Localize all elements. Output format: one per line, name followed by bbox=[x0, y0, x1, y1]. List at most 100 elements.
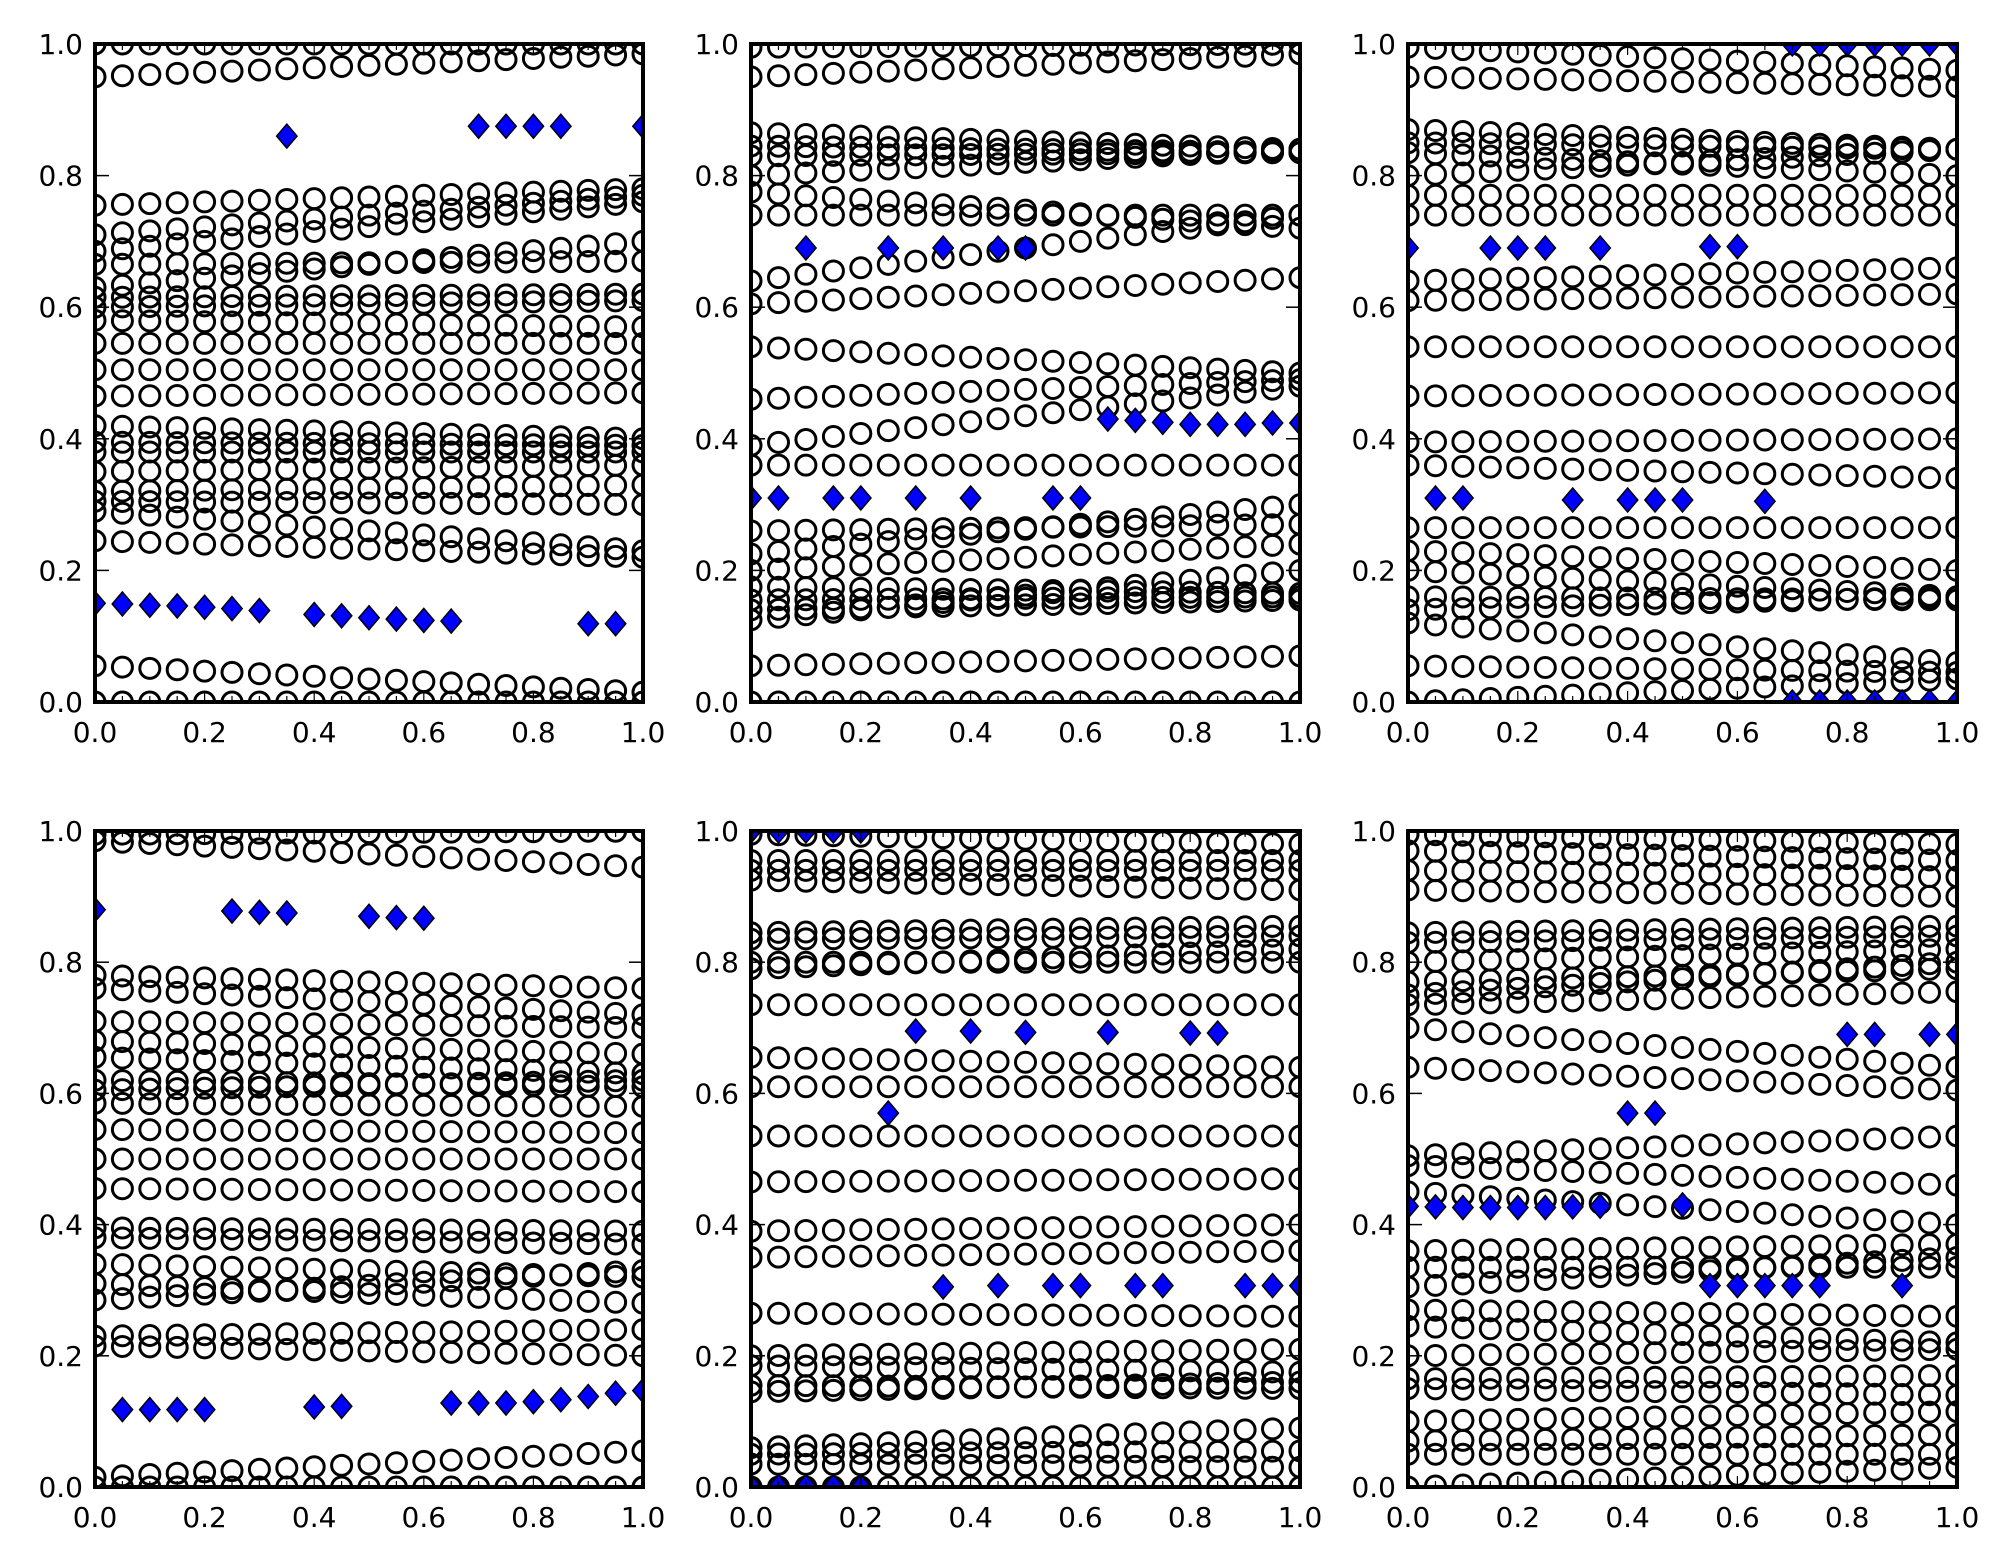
circle-point bbox=[1451, 949, 1475, 973]
circle-point bbox=[357, 1229, 381, 1253]
circle-point bbox=[1890, 1126, 1914, 1150]
circle-point bbox=[1151, 144, 1175, 168]
circle-point bbox=[1945, 1455, 1957, 1479]
circle-point bbox=[1424, 654, 1447, 678]
circle-point bbox=[1808, 136, 1832, 160]
circle-point bbox=[1424, 131, 1447, 155]
circle-point bbox=[1588, 831, 1612, 850]
circle-point bbox=[302, 1455, 326, 1479]
circle-point bbox=[576, 492, 600, 516]
circle-point bbox=[876, 651, 900, 675]
circle-point bbox=[1506, 1318, 1530, 1342]
circle-point bbox=[1671, 1236, 1694, 1260]
circle-point bbox=[467, 1057, 491, 1081]
circle-point bbox=[986, 142, 1010, 166]
circle-point bbox=[821, 384, 845, 408]
circle-point bbox=[494, 529, 518, 553]
diamond-point bbox=[1151, 1272, 1174, 1299]
circle-point bbox=[247, 1228, 271, 1252]
circle-point bbox=[1561, 989, 1585, 1013]
circle-point bbox=[1561, 973, 1585, 997]
circle-point bbox=[1890, 1233, 1914, 1257]
circle-point bbox=[412, 1340, 436, 1364]
circle-point bbox=[330, 1275, 354, 1299]
circle-point bbox=[1808, 53, 1832, 77]
circle-point bbox=[220, 285, 244, 308]
circle-point bbox=[767, 927, 790, 951]
circle-point bbox=[631, 680, 643, 702]
diamond-point bbox=[904, 484, 927, 512]
circle-point bbox=[794, 1245, 818, 1269]
circle-point bbox=[904, 1475, 928, 1487]
x-tick-label: 0.2 bbox=[839, 716, 884, 749]
diamond-point bbox=[577, 1383, 600, 1410]
circle-point bbox=[1041, 874, 1065, 898]
circle-point bbox=[412, 183, 436, 207]
circle-point bbox=[986, 1427, 1010, 1451]
circle-point bbox=[1616, 843, 1640, 867]
circle-point bbox=[1506, 685, 1530, 702]
diamond-point bbox=[1151, 409, 1174, 436]
circle-point bbox=[357, 252, 381, 276]
circle-point bbox=[138, 1147, 162, 1171]
circle-point bbox=[1206, 383, 1230, 407]
circle-point bbox=[302, 440, 326, 464]
circle-point bbox=[904, 58, 928, 82]
circle-point bbox=[1561, 1237, 1585, 1261]
circle-point bbox=[1478, 430, 1502, 454]
circle-point bbox=[794, 556, 818, 580]
circle-point bbox=[1478, 1059, 1502, 1083]
circle-point bbox=[1408, 1442, 1420, 1466]
circle-point bbox=[849, 1124, 873, 1148]
circle-point bbox=[193, 659, 217, 683]
circle-point bbox=[275, 1228, 299, 1252]
circle-point bbox=[1478, 1238, 1502, 1262]
circle-point bbox=[357, 491, 381, 515]
circle-point bbox=[302, 477, 326, 501]
circle-point bbox=[1671, 1426, 1694, 1450]
circle-point bbox=[1408, 1367, 1420, 1391]
circle-point bbox=[494, 313, 518, 337]
circle-point bbox=[794, 831, 818, 847]
circle-point bbox=[1643, 1442, 1667, 1466]
circle-point bbox=[1616, 1406, 1640, 1429]
circle-point bbox=[1178, 1359, 1202, 1383]
circle-point bbox=[275, 986, 299, 1010]
circle-point bbox=[439, 972, 463, 996]
circle-point bbox=[494, 1058, 518, 1082]
circle-point bbox=[1808, 183, 1832, 207]
circle-point bbox=[604, 1041, 628, 1065]
circle-point bbox=[1451, 384, 1475, 408]
circle-point bbox=[165, 1216, 189, 1240]
circle-point bbox=[1451, 920, 1475, 944]
x-tick-label: 0.2 bbox=[182, 1501, 227, 1534]
circle-point bbox=[576, 44, 600, 56]
circle-point bbox=[1206, 371, 1230, 394]
circle-point bbox=[138, 1226, 162, 1250]
circle-point bbox=[904, 1377, 928, 1401]
circle-point bbox=[275, 1456, 299, 1480]
circle-point bbox=[1233, 453, 1257, 477]
circle-point bbox=[220, 835, 244, 859]
circle-point bbox=[439, 1340, 463, 1364]
circle-point bbox=[330, 205, 354, 229]
circle-point bbox=[604, 1094, 628, 1118]
circle-point bbox=[1698, 831, 1722, 852]
circle-point bbox=[1753, 552, 1777, 575]
circle-point bbox=[904, 593, 928, 617]
circle-point bbox=[138, 690, 162, 702]
circle-point bbox=[794, 337, 818, 361]
circle-point bbox=[1096, 993, 1120, 1017]
circle-point bbox=[220, 1032, 244, 1056]
circle-point bbox=[494, 475, 518, 498]
circle-point bbox=[1808, 428, 1832, 452]
circle-point bbox=[439, 1120, 463, 1144]
diamond-point bbox=[1506, 1194, 1529, 1221]
circle-point bbox=[931, 136, 955, 160]
circle-point bbox=[1725, 1200, 1749, 1223]
circle-point bbox=[357, 440, 381, 464]
circle-point bbox=[521, 1094, 545, 1118]
circle-point bbox=[193, 294, 217, 318]
circle-point bbox=[821, 44, 845, 59]
circle-point bbox=[1780, 462, 1804, 486]
